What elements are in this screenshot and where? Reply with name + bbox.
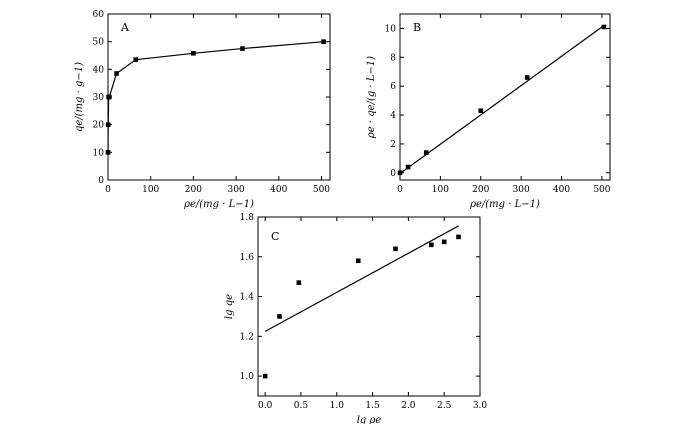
data-point bbox=[441, 239, 447, 245]
y-tick-label: 60 bbox=[93, 10, 105, 20]
y-tick-label: 10 bbox=[385, 24, 397, 34]
y-tick-label: 1.4 bbox=[240, 293, 255, 303]
x-axis-label: lg ρe bbox=[357, 415, 382, 424]
x-axis-label: ρe/(mg · L−1) bbox=[183, 199, 254, 210]
x-tick-label: 1.0 bbox=[330, 401, 345, 411]
series-line bbox=[107, 41, 324, 153]
chart-panel-c: C 0.0 0.5 1.0 1.5 2.0 2.5 3.0 1.0 1.2 1.4 1.6 1.8 lg … bbox=[224, 213, 487, 424]
x-tick-label: 200 bbox=[472, 185, 489, 195]
data-point bbox=[355, 258, 361, 264]
data-point bbox=[277, 314, 282, 319]
fit-line bbox=[399, 25, 605, 174]
plot-frame bbox=[257, 216, 481, 397]
panel-label: B bbox=[413, 21, 421, 34]
x-tick-label: 400 bbox=[270, 185, 287, 195]
data-point bbox=[240, 46, 245, 51]
y-tick-label: 30 bbox=[93, 93, 105, 103]
x-tick-label: 500 bbox=[593, 185, 610, 195]
chart-panel-b: B 0 100 200 300 400 500 0 2 4 6 8 10 ρe/(mg · L−1) ρe … bbox=[366, 13, 611, 210]
y-tick-label: 50 bbox=[93, 38, 105, 48]
y-tick-label: 2 bbox=[390, 140, 396, 150]
x-tick-label: 0.5 bbox=[294, 401, 309, 411]
data-point bbox=[405, 164, 411, 170]
x-tick-label: 0 bbox=[105, 185, 111, 195]
panel-label: C bbox=[271, 230, 279, 243]
data-point bbox=[393, 246, 398, 252]
y-tick-label: 10 bbox=[93, 148, 105, 158]
data-point bbox=[478, 108, 484, 114]
y-tick-label: 8 bbox=[390, 53, 396, 63]
x-tick-label: 200 bbox=[185, 185, 202, 195]
y-tick-label: 1.8 bbox=[240, 213, 255, 223]
x-tick-label: 2.5 bbox=[437, 401, 452, 411]
y-tick-label: 0 bbox=[98, 176, 104, 186]
data-point bbox=[114, 71, 119, 76]
panel-label: A bbox=[120, 21, 130, 34]
y-tick-label: 1.2 bbox=[240, 332, 254, 342]
chart-panel-a: A 0 100 200 300 400 500 0 10 20 30 40 50 60 ρe/(mg · L… bbox=[74, 10, 331, 210]
x-tick-label: 100 bbox=[432, 185, 449, 195]
y-tick-label: 1.6 bbox=[240, 253, 255, 263]
data-point bbox=[423, 150, 429, 155]
y-tick-label: 20 bbox=[93, 121, 105, 131]
y-axis-label: ρe · qe/(g · L−1) bbox=[366, 56, 377, 139]
y-tick-label: 0 bbox=[390, 169, 396, 179]
data-point bbox=[321, 39, 326, 44]
data-point bbox=[456, 234, 461, 240]
data-point bbox=[105, 122, 111, 127]
y-axis-label: lg qe bbox=[224, 294, 235, 319]
x-tick-label: 100 bbox=[142, 185, 159, 195]
x-tick-label: 1.5 bbox=[365, 401, 380, 411]
data-point bbox=[397, 170, 403, 176]
data-point bbox=[191, 50, 196, 56]
y-axis-label: qe/(mg · g−1) bbox=[74, 62, 85, 132]
x-tick-label: 300 bbox=[513, 185, 530, 195]
y-tick-label: 40 bbox=[93, 65, 105, 75]
data-point bbox=[524, 75, 530, 80]
x-tick-label: 0 bbox=[397, 185, 403, 195]
data-point bbox=[296, 280, 302, 285]
data-point bbox=[105, 150, 111, 155]
plot-frame bbox=[107, 13, 331, 181]
plot-frame bbox=[399, 13, 611, 181]
x-axis-label: ρe/(mg · L−1) bbox=[469, 199, 540, 210]
data-point bbox=[106, 94, 112, 100]
data-point bbox=[429, 242, 434, 248]
data-point bbox=[133, 57, 139, 62]
y-tick-label: 6 bbox=[390, 82, 396, 92]
x-tick-label: 3.0 bbox=[473, 401, 488, 411]
y-tick-label: 4 bbox=[390, 111, 396, 121]
x-tick-label: 0.0 bbox=[258, 401, 273, 411]
y-tick-label: 1.0 bbox=[240, 372, 255, 382]
x-tick-label: 300 bbox=[227, 185, 244, 195]
x-tick-label: 400 bbox=[553, 185, 570, 195]
data-point bbox=[601, 24, 607, 30]
fit-line bbox=[264, 225, 459, 332]
x-tick-label: 2.0 bbox=[401, 401, 416, 411]
x-tick-label: 500 bbox=[313, 185, 330, 195]
data-point bbox=[262, 373, 268, 379]
